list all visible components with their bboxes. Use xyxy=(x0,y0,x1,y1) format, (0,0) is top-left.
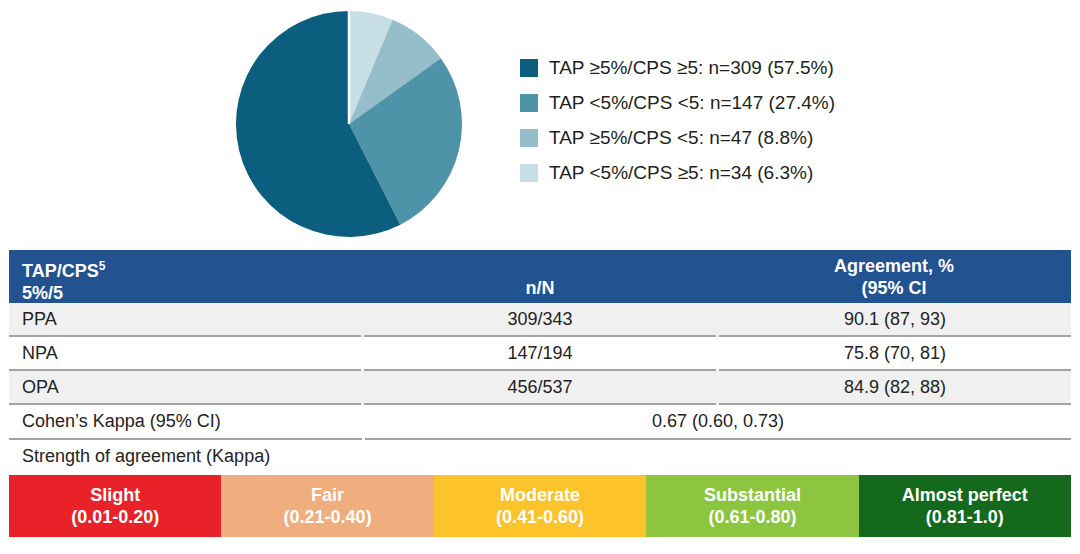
header-col-agreement: Agreement, % (95% CI xyxy=(717,250,1071,303)
scale-segment-substantial: Substantial (0.61-0.80) xyxy=(646,475,858,537)
scale-name: Moderate xyxy=(500,484,580,506)
scale-range: (0.01-0.20) xyxy=(71,506,159,528)
scale-range: (0.21-0.40) xyxy=(284,506,372,528)
legend-label: TAP ≥5%/CPS <5: n=47 (8.8%) xyxy=(549,127,813,149)
scale-name: Slight xyxy=(90,484,140,506)
row-n-N: 309/343 xyxy=(364,303,716,337)
row-agreement: 90.1 (87, 93) xyxy=(719,303,1071,337)
header-col-n-N: n/N xyxy=(363,250,717,303)
scale-range: (0.81-1.0) xyxy=(926,506,1004,528)
legend-swatch-icon xyxy=(520,59,538,77)
pie-chart xyxy=(233,8,465,240)
scale-segment-almost-perfect: Almost perfect (0.81-1.0) xyxy=(859,475,1071,537)
row-n-N: 456/537 xyxy=(364,371,716,405)
legend-swatch-icon xyxy=(520,164,538,182)
legend-label: TAP ≥5%/CPS ≥5: n=309 (57.5%) xyxy=(549,57,834,79)
scale-range: (0.41-0.60) xyxy=(496,506,584,528)
table-row-ppa: PPA 309/343 90.1 (87, 93) xyxy=(9,303,1071,337)
header-tap-cps-title: TAP/CPS xyxy=(22,261,99,281)
legend-swatch-icon xyxy=(520,129,538,147)
scale-name: Fair xyxy=(311,484,344,506)
agreement-table: TAP/CPS5 5%/5 n/N Agreement, % (95% CI P… xyxy=(9,250,1071,473)
kappa-strength-scale: Slight (0.01-0.20) Fair (0.21-0.40) Mode… xyxy=(9,475,1071,537)
header-col-tap-cps: TAP/CPS5 5%/5 xyxy=(9,250,363,303)
strength-of-agreement-label: Strength of agreement (Kappa) xyxy=(9,440,1071,473)
header-footnote-marker: 5 xyxy=(99,259,106,273)
scale-segment-fair: Fair (0.21-0.40) xyxy=(221,475,433,537)
table-row-npa: NPA 147/194 75.8 (70, 81) xyxy=(9,337,1071,371)
legend-label: TAP <5%/CPS ≥5: n=34 (6.3%) xyxy=(549,162,813,184)
table-header-row: TAP/CPS5 5%/5 n/N Agreement, % (95% CI xyxy=(9,250,1071,303)
scale-name: Substantial xyxy=(704,484,801,506)
legend-item: TAP ≥5%/CPS <5: n=47 (8.8%) xyxy=(520,127,835,149)
row-label: NPA xyxy=(9,337,361,371)
row-label: PPA xyxy=(9,303,361,337)
legend-item: TAP <5%/CPS ≥5: n=34 (6.3%) xyxy=(520,162,835,184)
kappa-value: 0.67 (0.60, 0.73) xyxy=(365,405,1071,440)
legend-swatch-icon xyxy=(520,94,538,112)
scale-segment-moderate: Moderate (0.41-0.60) xyxy=(434,475,646,537)
table-row-opa: OPA 456/537 84.9 (82, 88) xyxy=(9,371,1071,405)
row-label: OPA xyxy=(9,371,361,405)
scale-segment-slight: Slight (0.01-0.20) xyxy=(9,475,221,537)
legend-item: TAP <5%/CPS <5: n=147 (27.4%) xyxy=(520,92,835,114)
legend-label: TAP <5%/CPS <5: n=147 (27.4%) xyxy=(549,92,835,114)
row-agreement: 75.8 (70, 81) xyxy=(719,337,1071,371)
pie-svg xyxy=(233,8,465,240)
legend-item: TAP ≥5%/CPS ≥5: n=309 (57.5%) xyxy=(520,57,835,79)
scale-range: (0.61-0.80) xyxy=(708,506,796,528)
pie-legend: TAP ≥5%/CPS ≥5: n=309 (57.5%) TAP <5%/CP… xyxy=(520,57,835,184)
kappa-label: Cohen’s Kappa (95% CI) xyxy=(9,405,362,440)
header-tap-cps-sub: 5%/5 xyxy=(22,282,363,304)
row-n-N: 147/194 xyxy=(364,337,716,371)
cohens-kappa-row: Cohen’s Kappa (95% CI) 0.67 (0.60, 0.73) xyxy=(9,405,1071,440)
scale-name: Almost perfect xyxy=(902,484,1028,506)
pie-chart-section: TAP ≥5%/CPS ≥5: n=309 (57.5%) TAP <5%/CP… xyxy=(0,0,1080,250)
row-agreement: 84.9 (82, 88) xyxy=(719,371,1071,405)
